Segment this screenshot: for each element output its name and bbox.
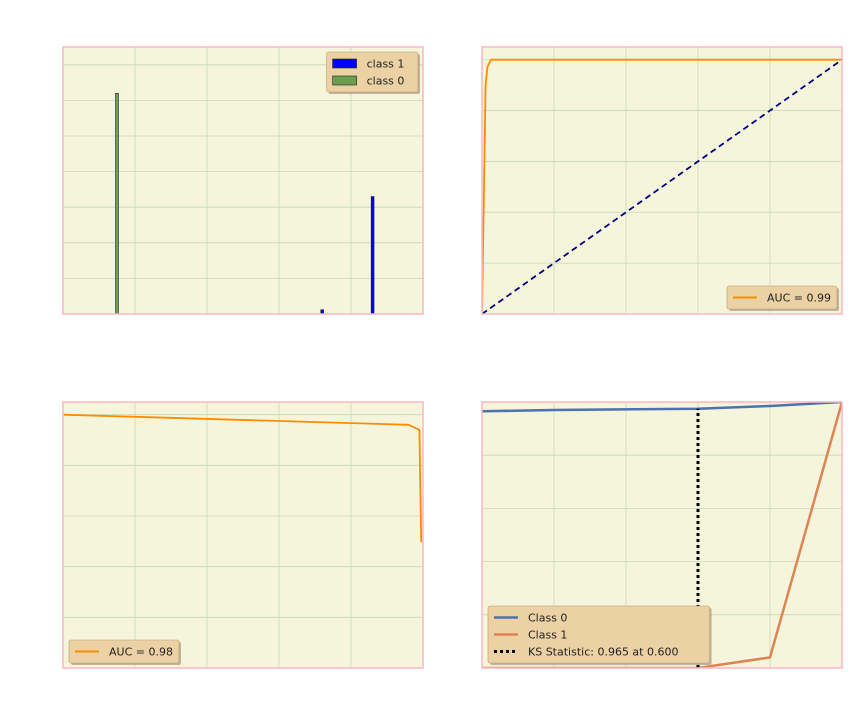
legend-label: AUC = 0.99 bbox=[767, 292, 831, 305]
plot-border bbox=[481, 401, 843, 669]
legend-label: Class 1 bbox=[528, 629, 567, 642]
series-line-1 bbox=[482, 402, 842, 668]
legend-label: Class 0 bbox=[528, 612, 567, 625]
legend: class 1 class 0 bbox=[326, 51, 420, 94]
legend-swatch bbox=[332, 75, 357, 86]
bar-class-0 bbox=[115, 92, 119, 314]
legend: Class 0 Class 1 KS Statistic: 0.965 at 0.6… bbox=[487, 605, 712, 665]
legend-box bbox=[487, 605, 710, 664]
legend-label: class 0 bbox=[367, 75, 405, 88]
series-line-0 bbox=[482, 58, 842, 314]
roc-panel: AUC = 0.99 bbox=[481, 46, 843, 315]
plot-border bbox=[62, 401, 424, 669]
histogram-panel: class 1 class 0 bbox=[62, 46, 424, 315]
series-line-0 bbox=[63, 413, 423, 543]
series-line-1 bbox=[482, 58, 842, 314]
plot-area bbox=[63, 402, 423, 668]
legend-box bbox=[68, 639, 180, 664]
legend-box bbox=[726, 285, 838, 310]
plot-border bbox=[62, 46, 424, 315]
legend-label: AUC = 0.98 bbox=[109, 646, 173, 659]
legend-label: KS Statistic: 0.965 at 0.600 bbox=[528, 646, 678, 659]
precision-recall-panel: AUC = 0.98 bbox=[62, 401, 424, 669]
legend-label: class 1 bbox=[367, 58, 405, 71]
bar-class-1 bbox=[370, 196, 375, 314]
plot-area bbox=[482, 47, 842, 314]
ks-panel: Class 0 Class 1 KS Statistic: 0.965 at 0.6… bbox=[481, 401, 843, 669]
legend: AUC = 0.98 bbox=[68, 639, 181, 665]
legend: AUC = 0.99 bbox=[726, 285, 839, 311]
plot-border bbox=[481, 46, 843, 315]
legend-swatch bbox=[332, 58, 357, 69]
